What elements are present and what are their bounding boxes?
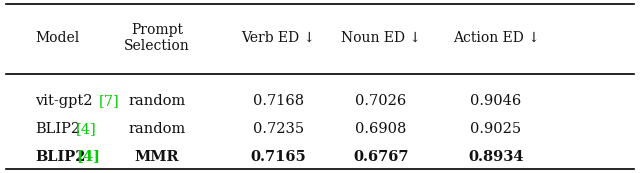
Text: 0.6908: 0.6908 [355, 122, 406, 136]
Text: 0.7168: 0.7168 [253, 94, 304, 108]
Text: 0.7026: 0.7026 [355, 94, 406, 108]
Text: Prompt
Selection: Prompt Selection [124, 23, 189, 53]
Text: [7]: [7] [99, 94, 120, 108]
Text: [4]: [4] [76, 122, 97, 136]
Text: 0.9025: 0.9025 [470, 122, 522, 136]
Text: 0.6767: 0.6767 [353, 150, 408, 163]
Text: 0.7235: 0.7235 [253, 122, 304, 136]
Text: Noun ED ↓: Noun ED ↓ [340, 31, 421, 45]
Text: random: random [128, 94, 186, 108]
Text: Model: Model [35, 31, 79, 45]
Text: [4]: [4] [76, 150, 100, 163]
Text: Action ED ↓: Action ED ↓ [452, 31, 540, 45]
Text: 0.7165: 0.7165 [250, 150, 307, 163]
Text: vit-gpt2: vit-gpt2 [35, 94, 93, 108]
Text: 0.9046: 0.9046 [470, 94, 522, 108]
Text: Verb ED ↓: Verb ED ↓ [241, 31, 316, 45]
Text: 0.8934: 0.8934 [468, 150, 524, 163]
Text: BLIP2: BLIP2 [35, 122, 81, 136]
Text: BLIP2: BLIP2 [35, 150, 86, 163]
Text: MMR: MMR [134, 150, 179, 163]
Text: random: random [128, 122, 186, 136]
